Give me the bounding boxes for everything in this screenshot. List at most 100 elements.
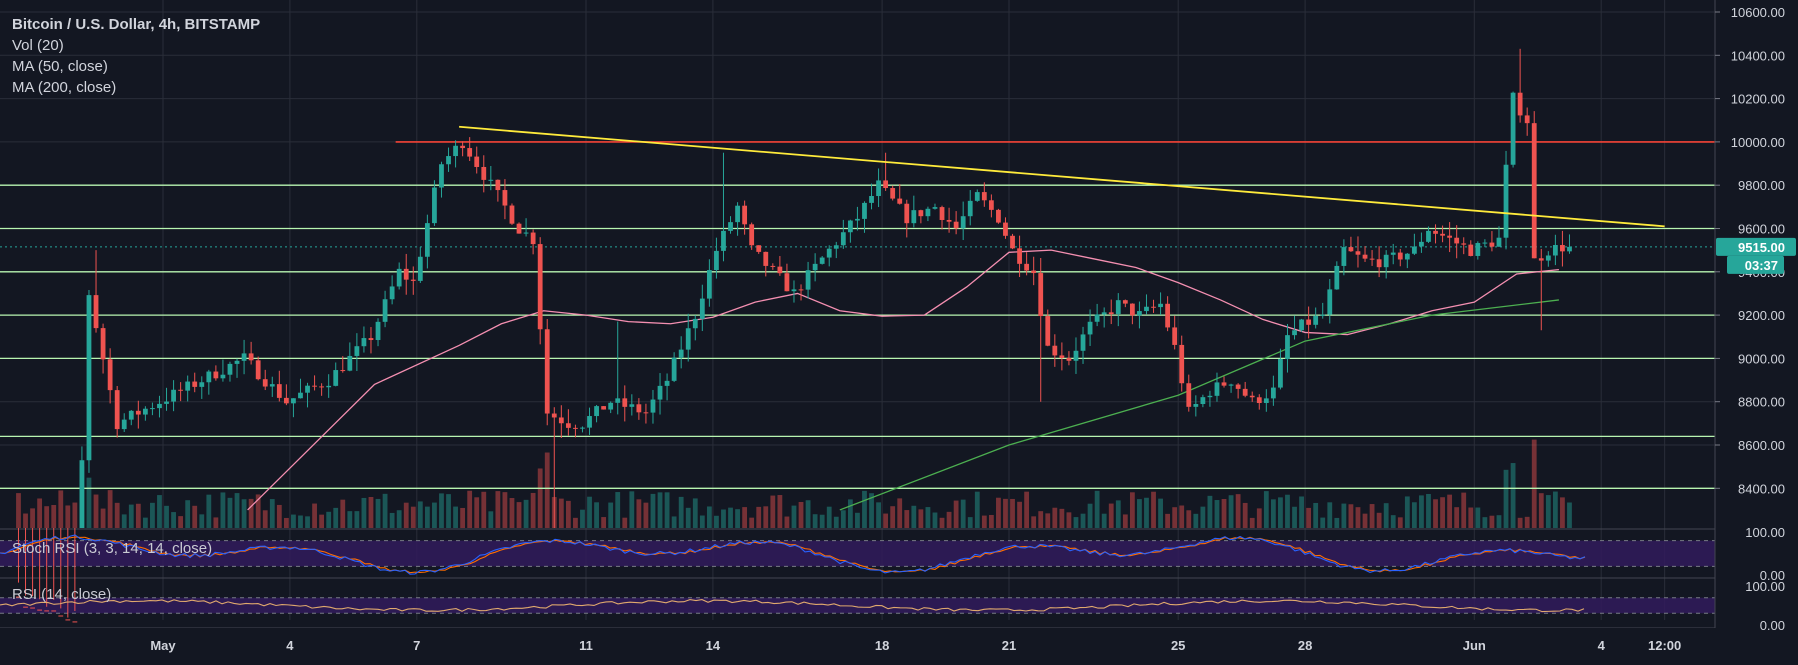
legend-ma50[interactable]: MA (50, close) [12,58,108,75]
candle-body [770,265,776,267]
volume-bar [424,506,430,528]
candle-body [481,166,487,180]
candle-body [1249,395,1255,398]
candle-body [248,353,254,361]
candle-body [1510,92,1516,165]
volume-bar [1503,469,1509,528]
volume-bar [1059,508,1065,528]
volume-bar [375,498,381,528]
candle-body [763,251,769,266]
volume-bar [1066,512,1072,528]
candle-body [1327,289,1333,315]
volume-bar [1073,517,1079,528]
volume-bar [911,505,917,528]
volume-bar [1355,507,1361,528]
candle-body [1538,258,1544,261]
volume-bar [558,498,564,528]
candle-body [946,219,952,222]
candle-body [213,371,219,379]
volume-bar [1087,503,1093,528]
volume-bar [1038,511,1044,528]
indicator-tick-label: 0.00 [1760,618,1785,633]
candle-body [1306,319,1312,325]
volume-bar [1306,507,1312,528]
volume-bar [537,468,543,528]
chart-legend: Bitcoin / U.S. Dollar, 4h, BITSTAMP Vol … [12,14,260,98]
volume-bar [742,507,748,528]
drawings[interactable] [459,125,1665,228]
stoch-rsi-label[interactable]: Stoch RSI (3, 3, 14, 14, close) [12,540,213,557]
candle-body [312,385,317,387]
stoch-band [0,540,1715,567]
candle-body [996,209,1001,223]
candle-body [276,384,282,398]
candle-body [1278,359,1283,388]
candle-body [1038,273,1044,317]
volume-bar [777,495,783,528]
candle-body [1186,383,1192,407]
volume-bar [1327,502,1333,528]
candle-body [361,338,367,347]
candle-body [1489,242,1495,247]
indicator-bands [0,528,1798,629]
volume-bar [967,517,973,528]
candle-body [840,232,846,246]
candle-body [862,202,867,219]
candle-body [650,399,656,413]
candle-body [1059,355,1065,359]
volume-bar [1179,505,1185,528]
legend-title[interactable]: Bitcoin / U.S. Dollar, 4h, BITSTAMP [12,16,261,33]
volume-bar [1334,517,1340,528]
volume-bar [255,494,261,528]
candle-body [474,156,480,167]
candle-body [1433,230,1438,234]
volume-bar [1426,493,1431,528]
candle-body [1144,306,1149,312]
volume-bar [1242,502,1248,528]
candle-body [1235,384,1241,389]
volume-bar [1151,491,1156,528]
volume-bar [1129,492,1135,528]
volume-bar [396,510,402,528]
candle-body [1172,327,1178,345]
candle-body [798,289,804,291]
volume-bar [389,512,395,528]
volume-bar [1510,463,1516,528]
candle-body [791,289,797,292]
candle-body [664,380,670,386]
volume-bar [276,504,282,528]
volume-bar [1228,495,1234,528]
volume-bar [678,496,684,528]
candle-body [1137,311,1142,316]
candle-body [523,232,529,234]
volume-bar [890,506,896,528]
volume-bar [1461,492,1467,528]
candle-body [16,596,21,598]
candle-body [911,210,917,224]
volume-bar [502,492,508,528]
candle-body [1151,306,1156,308]
time-tick-label: 11 [579,638,593,653]
candle-body [1440,233,1445,236]
candle-body [749,224,755,246]
volume-bar [432,502,437,528]
time-tick-label: 18 [875,638,889,653]
rsi-label[interactable]: RSI (14, close) [12,586,112,603]
legend-vol[interactable]: Vol (20) [12,37,64,54]
candle-body [784,273,790,292]
candle-body [735,205,740,223]
volume-bar [883,513,889,528]
volume-bar [812,514,818,528]
legend-ma200[interactable]: MA (200, close) [12,79,117,96]
volume-bar [1172,507,1178,528]
volume-bar [1017,501,1022,528]
candle-body [819,257,825,264]
indicator-lines [0,534,1586,613]
volume-bar [1285,494,1290,528]
candle-body [1073,350,1079,361]
volume-bar [347,511,353,528]
volume-bar [1299,496,1304,528]
candle-body [1031,270,1037,274]
candle-body [1094,314,1100,322]
